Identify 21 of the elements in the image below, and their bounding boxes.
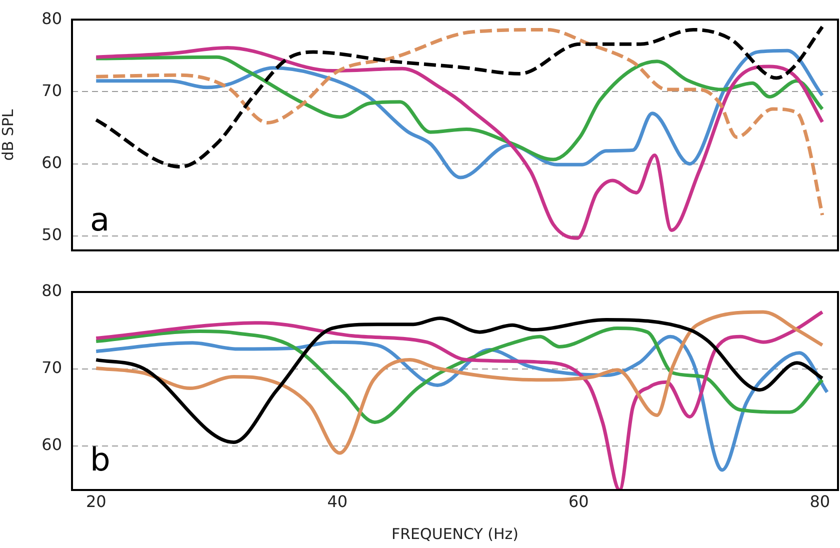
line-series [94,310,824,490]
y-tick-label: 50 [42,225,62,244]
line-series [94,46,824,240]
y-tick-label: 70 [42,80,62,100]
x-tick-label: 60 [568,492,589,511]
line-series [94,326,824,424]
y-axis-title: dB SPL [0,108,17,161]
line-series [94,55,824,162]
annotation: b [90,440,110,478]
y-tick-label: 70 [42,358,62,378]
y-tick-label: 60 [42,435,62,454]
x-tick-label: 20 [86,492,106,511]
line-series [94,25,824,168]
line-series [94,48,824,180]
y-tick-label: 80 [42,8,62,28]
x-tick-label: 40 [327,492,348,511]
y-tick-label: 60 [42,153,62,172]
annotation: a [90,200,110,239]
x-axis-title: FREQUENCY (Hz) [391,524,519,543]
y-tick-label: 80 [42,281,62,300]
x-tick-label: 80 [810,492,830,511]
